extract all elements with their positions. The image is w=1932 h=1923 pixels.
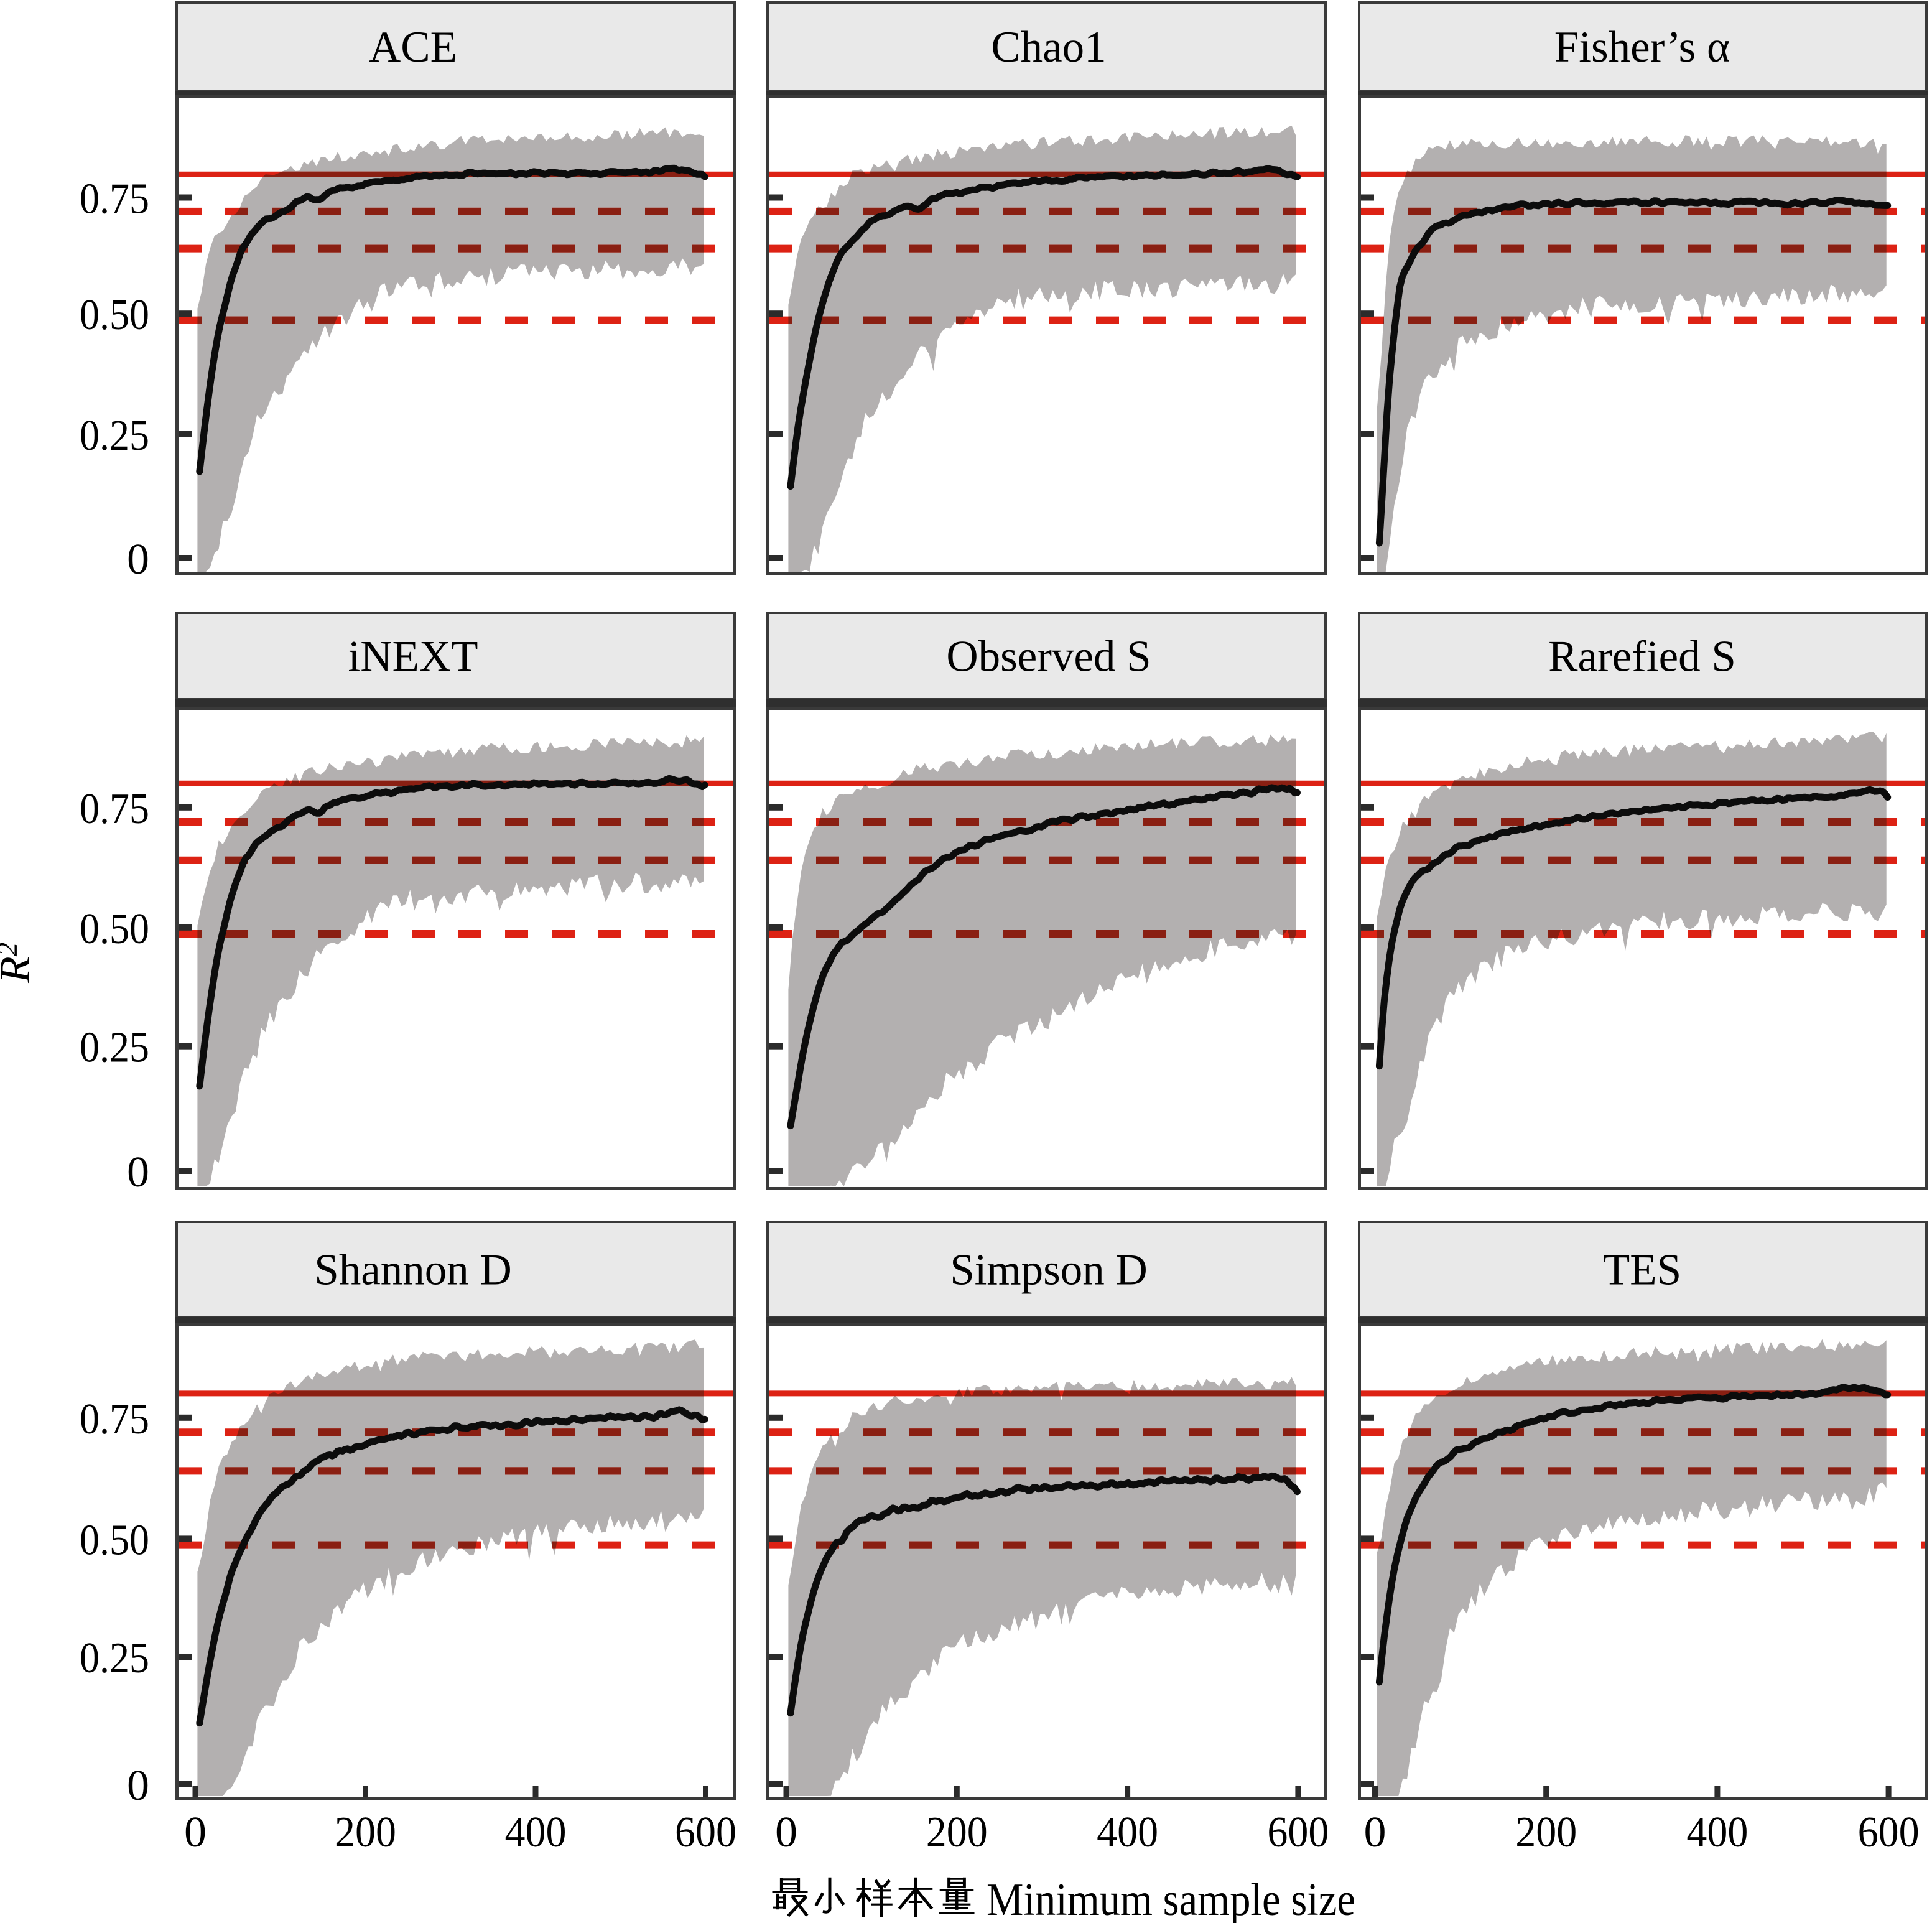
svg-text:0: 0 [184, 1809, 207, 1856]
svg-text:200: 200 [1515, 1809, 1577, 1856]
svg-text:0: 0 [1364, 1809, 1386, 1856]
svg-text:Fisher’s α: Fisher’s α [1554, 23, 1730, 72]
svg-text:0.25: 0.25 [80, 412, 149, 460]
svg-text:600: 600 [1858, 1809, 1920, 1856]
svg-text:0: 0 [127, 1148, 149, 1196]
svg-text:600: 600 [1267, 1809, 1329, 1856]
svg-text:0: 0 [127, 536, 149, 584]
svg-text:0: 0 [775, 1809, 797, 1856]
svg-text:400: 400 [1686, 1809, 1748, 1856]
svg-text:Shannon D: Shannon D [314, 1246, 512, 1295]
svg-text:200: 200 [926, 1809, 988, 1856]
svg-text:200: 200 [335, 1809, 396, 1856]
svg-text:iNEXT: iNEXT [348, 633, 478, 681]
svg-text:400: 400 [1097, 1809, 1158, 1856]
svg-text:Chao1: Chao1 [991, 23, 1106, 72]
svg-text:0.75: 0.75 [80, 1395, 149, 1443]
svg-text:0.25: 0.25 [80, 1024, 149, 1072]
svg-text:Observed S: Observed S [946, 633, 1151, 681]
svg-text:0.25: 0.25 [80, 1634, 149, 1682]
svg-text:0: 0 [127, 1762, 149, 1810]
svg-text:0.50: 0.50 [80, 905, 149, 953]
svg-text:Rarefied S: Rarefied S [1548, 633, 1736, 681]
svg-text:Minimum sample size: Minimum sample size [987, 1874, 1355, 1923]
svg-text:400: 400 [505, 1809, 567, 1856]
svg-text:0.75: 0.75 [80, 175, 149, 223]
svg-text:0.75: 0.75 [80, 785, 149, 833]
svg-text:Simpson D: Simpson D [950, 1246, 1148, 1295]
svg-text:0.50: 0.50 [80, 1516, 149, 1564]
svg-text:600: 600 [675, 1809, 736, 1856]
svg-text:ACE: ACE [369, 23, 457, 72]
svg-text:TES: TES [1603, 1246, 1681, 1295]
svg-text:0.50: 0.50 [80, 291, 149, 339]
